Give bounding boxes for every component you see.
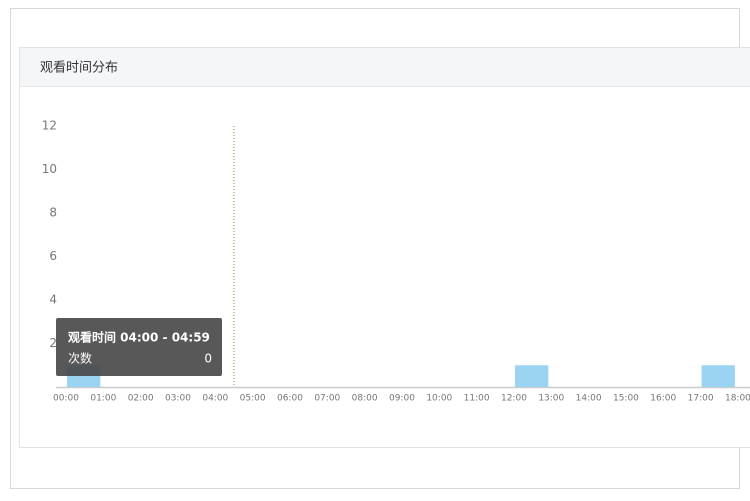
- tooltip-title: 观看时间 04:00 - 04:59: [68, 330, 210, 345]
- x-tick-label: 13:00: [538, 394, 564, 404]
- bar: [515, 365, 548, 387]
- bar: [702, 365, 735, 387]
- x-tick-label: 02:00: [128, 394, 154, 404]
- x-tick-label: 09:00: [389, 394, 415, 404]
- y-tick-label: 10: [42, 162, 57, 176]
- panel-header: [20, 48, 750, 86]
- x-tick-label: 04:00: [202, 394, 228, 404]
- x-tick-label: 06:00: [277, 394, 303, 404]
- x-tick-label: 00:00: [53, 394, 79, 404]
- x-tick-label: 18:00: [725, 394, 750, 404]
- x-tick-label: 17:00: [688, 394, 714, 404]
- x-tick-label: 01:00: [90, 394, 116, 404]
- x-tick-label: 05:00: [240, 394, 266, 404]
- y-tick-label: 8: [49, 206, 57, 220]
- x-tick-label: 16:00: [650, 394, 676, 404]
- y-tick-label: 2: [49, 336, 57, 350]
- panel-title: 观看时间分布: [40, 60, 118, 76]
- x-tick-label: 03:00: [165, 394, 191, 404]
- tooltip-value: 0: [204, 352, 212, 366]
- x-tick-label: 10:00: [426, 394, 452, 404]
- y-tick-label: 4: [49, 293, 57, 307]
- y-tick-label: 12: [42, 119, 57, 133]
- tooltip-label: 次数: [68, 351, 92, 366]
- x-tick-label: 07:00: [314, 394, 340, 404]
- x-tick-label: 11:00: [464, 394, 490, 404]
- tooltip-box: [56, 318, 222, 376]
- tooltip: 观看时间 04:00 - 04:59 次数 0: [56, 318, 222, 376]
- x-tick-label: 08:00: [352, 394, 378, 404]
- x-tick-label: 14:00: [576, 394, 602, 404]
- y-tick-label: 6: [49, 249, 57, 263]
- x-tick-label: 12:00: [501, 394, 527, 404]
- x-tick-label: 15:00: [613, 394, 639, 404]
